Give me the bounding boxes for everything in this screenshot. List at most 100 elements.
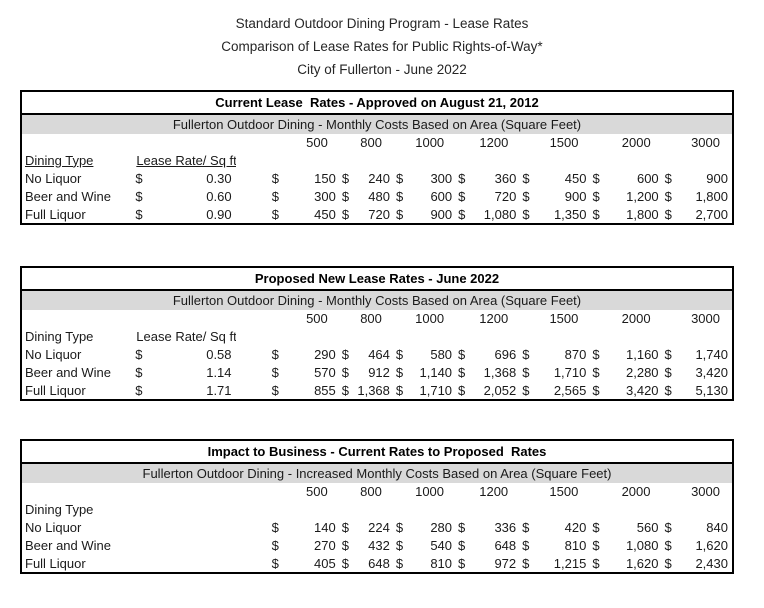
value-cell: 3,420 xyxy=(626,382,659,398)
currency-cell: $ xyxy=(664,346,672,362)
spacer-cell xyxy=(236,327,733,345)
value-cell: 150 xyxy=(314,170,336,186)
row-label: No Liquor xyxy=(25,170,82,186)
currency-cell: $ xyxy=(522,346,530,362)
row-label: No Liquor xyxy=(25,519,82,535)
currency-cell: $ xyxy=(395,346,404,362)
value-cell: 900 xyxy=(564,188,587,204)
currency-cell: $ xyxy=(135,382,143,398)
currency-cell: $ xyxy=(522,206,530,222)
row-label: Beer and Wine xyxy=(25,364,111,380)
rate-value: 1.14 xyxy=(206,364,232,380)
spacer-cell xyxy=(133,518,269,536)
rate-value: 0.58 xyxy=(206,346,232,362)
table-title: Impact to Business - Current Rates to Pr… xyxy=(21,440,733,464)
spacer-cell xyxy=(236,381,270,400)
value-cell: 570 xyxy=(314,364,336,380)
currency-cell: $ xyxy=(341,170,350,186)
value-cell: 1,368 xyxy=(357,382,390,398)
value-cell: 405 xyxy=(314,555,336,571)
value-cell: 1,080 xyxy=(625,537,659,553)
currency-cell: $ xyxy=(341,537,349,553)
currency-cell: $ xyxy=(341,364,350,380)
currency-cell: $ xyxy=(664,364,672,380)
value-cell: 900 xyxy=(430,206,453,222)
value-cell: 450 xyxy=(564,170,587,186)
value-cell: 270 xyxy=(314,537,336,553)
header-line-comparison: Comparison of Lease Rates for Public Rig… xyxy=(221,39,543,54)
currency-cell: $ xyxy=(396,170,404,186)
currency-cell: $ xyxy=(395,519,404,535)
value-cell: 560 xyxy=(636,519,659,535)
value-cell: 1,160 xyxy=(626,346,659,362)
currency-cell: $ xyxy=(592,206,600,222)
currency-cell: $ xyxy=(458,382,466,398)
currency-cell: $ xyxy=(664,170,672,186)
currency-cell: $ xyxy=(458,206,466,222)
table-subtitle: Fullerton Outdoor Dining - Increased Mon… xyxy=(21,463,733,483)
value-cell: 1,140 xyxy=(419,364,453,380)
value-cell: 855 xyxy=(314,382,336,398)
value-cell: 720 xyxy=(368,206,390,222)
currency-cell: $ xyxy=(135,346,143,362)
area-header: 1500 xyxy=(549,135,579,150)
value-cell: 600 xyxy=(430,188,453,204)
value-cell: 290 xyxy=(314,346,336,362)
value-cell: 420 xyxy=(564,519,587,535)
currency-cell: $ xyxy=(664,519,672,535)
area-header: 1200 xyxy=(479,484,509,499)
currency-cell: $ xyxy=(341,188,350,204)
currency-cell: $ xyxy=(271,188,279,204)
header-line-city-date: City of Fullerton - June 2022 xyxy=(297,62,467,77)
value-cell: 972 xyxy=(494,555,517,571)
currency-cell: $ xyxy=(341,519,349,535)
value-cell: 3,420 xyxy=(695,364,728,380)
spacer-cell xyxy=(236,169,270,187)
rate-value: 0.30 xyxy=(206,170,232,186)
currency-cell: $ xyxy=(664,188,672,204)
currency-cell: $ xyxy=(341,382,350,398)
value-cell: 1,800 xyxy=(695,188,728,204)
currency-cell: $ xyxy=(522,555,530,571)
currency-cell: $ xyxy=(522,364,530,380)
area-header: 500 xyxy=(306,135,328,150)
currency-cell: $ xyxy=(341,346,350,362)
currency-cell: $ xyxy=(271,555,279,571)
value-cell: 300 xyxy=(430,170,453,186)
spacer-cell xyxy=(236,205,270,224)
value-cell: 900 xyxy=(706,170,728,186)
spacer-cell xyxy=(236,187,270,205)
area-header: 1000 xyxy=(415,135,445,150)
value-cell: 912 xyxy=(368,364,390,380)
currency-cell: $ xyxy=(271,382,279,398)
value-cell: 2,700 xyxy=(695,206,728,222)
dining-type-header: Dining Type xyxy=(25,152,94,168)
value-cell: 2,052 xyxy=(483,382,517,398)
spacer-cell xyxy=(236,151,733,169)
currency-cell: $ xyxy=(522,170,530,186)
value-cell: 5,130 xyxy=(695,382,728,398)
row-label: No Liquor xyxy=(25,346,82,362)
currency-cell: $ xyxy=(271,206,279,222)
value-cell: 1,215 xyxy=(553,555,587,571)
value-cell: 300 xyxy=(314,188,336,204)
currency-cell: $ xyxy=(592,188,600,204)
value-cell: 1,350 xyxy=(553,206,587,222)
value-cell: 336 xyxy=(494,519,517,535)
currency-cell: $ xyxy=(395,364,404,380)
spacer-cell xyxy=(133,536,269,554)
value-cell: 870 xyxy=(564,346,587,362)
currency-cell: $ xyxy=(664,382,672,398)
spacer-cell xyxy=(21,134,270,151)
currency-cell: $ xyxy=(522,519,530,535)
spacer-cell xyxy=(236,500,733,518)
currency-cell: $ xyxy=(664,206,672,222)
table-gap xyxy=(20,401,764,439)
currency-cell: $ xyxy=(592,346,600,362)
rate-header: Lease Rate/ Sq ft xyxy=(136,152,236,168)
area-header: 3000 xyxy=(691,311,720,326)
value-cell: 1,080 xyxy=(483,206,517,222)
area-header: 500 xyxy=(306,484,328,499)
dining-type-header: Dining Type xyxy=(25,501,94,517)
currency-cell: $ xyxy=(135,188,143,204)
